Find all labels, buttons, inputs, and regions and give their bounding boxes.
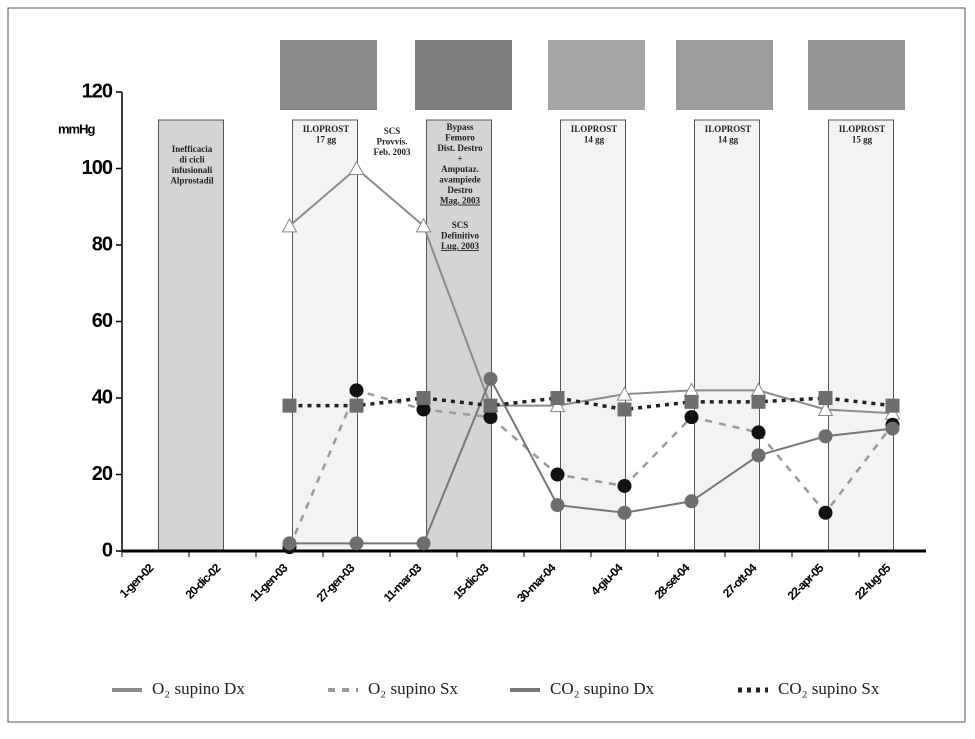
annotation: Alprostadil <box>170 176 214 186</box>
annotation: 17 gg <box>316 135 337 145</box>
marker <box>551 468 565 482</box>
marker <box>685 494 699 508</box>
y-tick-label: 0 <box>102 539 113 561</box>
legend-label: O₂ supino Sx <box>368 679 458 698</box>
period-box <box>829 120 894 551</box>
marker <box>819 506 833 520</box>
annotation: Feb. 2003 <box>374 147 411 157</box>
annotation: ILOPROST <box>839 124 886 134</box>
marker <box>886 422 900 436</box>
annotation: avampiede <box>439 175 481 185</box>
y-axis-label: mmHg <box>58 121 96 136</box>
y-tick-label: 100 <box>82 157 113 179</box>
period-box <box>293 120 358 551</box>
photos <box>280 40 905 110</box>
marker <box>618 479 632 493</box>
marker <box>283 399 297 413</box>
annotation: Amputaz. <box>441 164 479 174</box>
annotation: Femoro <box>445 133 475 143</box>
photo <box>808 40 905 110</box>
marker <box>752 448 766 462</box>
annotation: di cicli <box>179 155 205 165</box>
annotation: 15 gg <box>852 135 873 145</box>
y-tick-label: 60 <box>92 310 113 332</box>
marker <box>350 536 364 550</box>
photo <box>548 40 645 110</box>
marker <box>551 391 565 405</box>
y-tick-label: 40 <box>92 386 113 408</box>
y-tick-label: 20 <box>92 463 113 485</box>
marker <box>886 399 900 413</box>
marker <box>350 399 364 413</box>
marker <box>417 536 431 550</box>
photo <box>415 40 512 110</box>
annotation: infusionali <box>172 165 213 175</box>
marker <box>551 498 565 512</box>
photo <box>280 40 377 110</box>
annotation: SCS <box>452 220 469 230</box>
annotation: + <box>457 154 462 164</box>
marker <box>685 410 699 424</box>
annotation: Definitivo <box>441 231 479 241</box>
marker <box>618 402 632 416</box>
marker <box>685 395 699 409</box>
annotation: 14 gg <box>718 135 739 145</box>
marker <box>752 395 766 409</box>
annotation: Destro <box>447 185 473 195</box>
legend-label: O₂ supino Dx <box>152 679 245 698</box>
annotation: Lug. 2003 <box>441 241 480 251</box>
annotation: Inefficacia <box>172 144 213 154</box>
page: mmHg Inefficaciadi cicliinfusionaliAlpro… <box>0 0 975 739</box>
annotation: ILOPROST <box>571 124 618 134</box>
y-tick-label: 80 <box>92 233 113 255</box>
annotation: ILOPROST <box>705 124 752 134</box>
marker <box>484 399 498 413</box>
period-box <box>695 120 760 551</box>
legend-label: CO₂ supino Sx <box>778 679 880 698</box>
marker <box>819 429 833 443</box>
marker <box>350 383 364 397</box>
marker <box>283 536 297 550</box>
marker <box>752 425 766 439</box>
annotation: Mag. 2003 <box>440 196 480 206</box>
legend-label: CO₂ supino Dx <box>550 679 655 698</box>
marker <box>417 391 431 405</box>
annotation: Bypass <box>446 122 474 132</box>
marker <box>484 372 498 386</box>
y-tick-label: 120 <box>82 80 113 102</box>
chart: mmHg Inefficaciadi cicliinfusionaliAlpro… <box>0 0 975 734</box>
annotation: Dist. Destro <box>437 143 483 153</box>
period-box <box>561 120 626 551</box>
annotation: 14 gg <box>584 135 605 145</box>
marker <box>618 506 632 520</box>
photo <box>676 40 773 110</box>
annotation: ILOPROST <box>303 124 350 134</box>
marker <box>819 391 833 405</box>
annotation: SCS <box>384 126 401 136</box>
annotation: Provvis. <box>376 137 407 147</box>
